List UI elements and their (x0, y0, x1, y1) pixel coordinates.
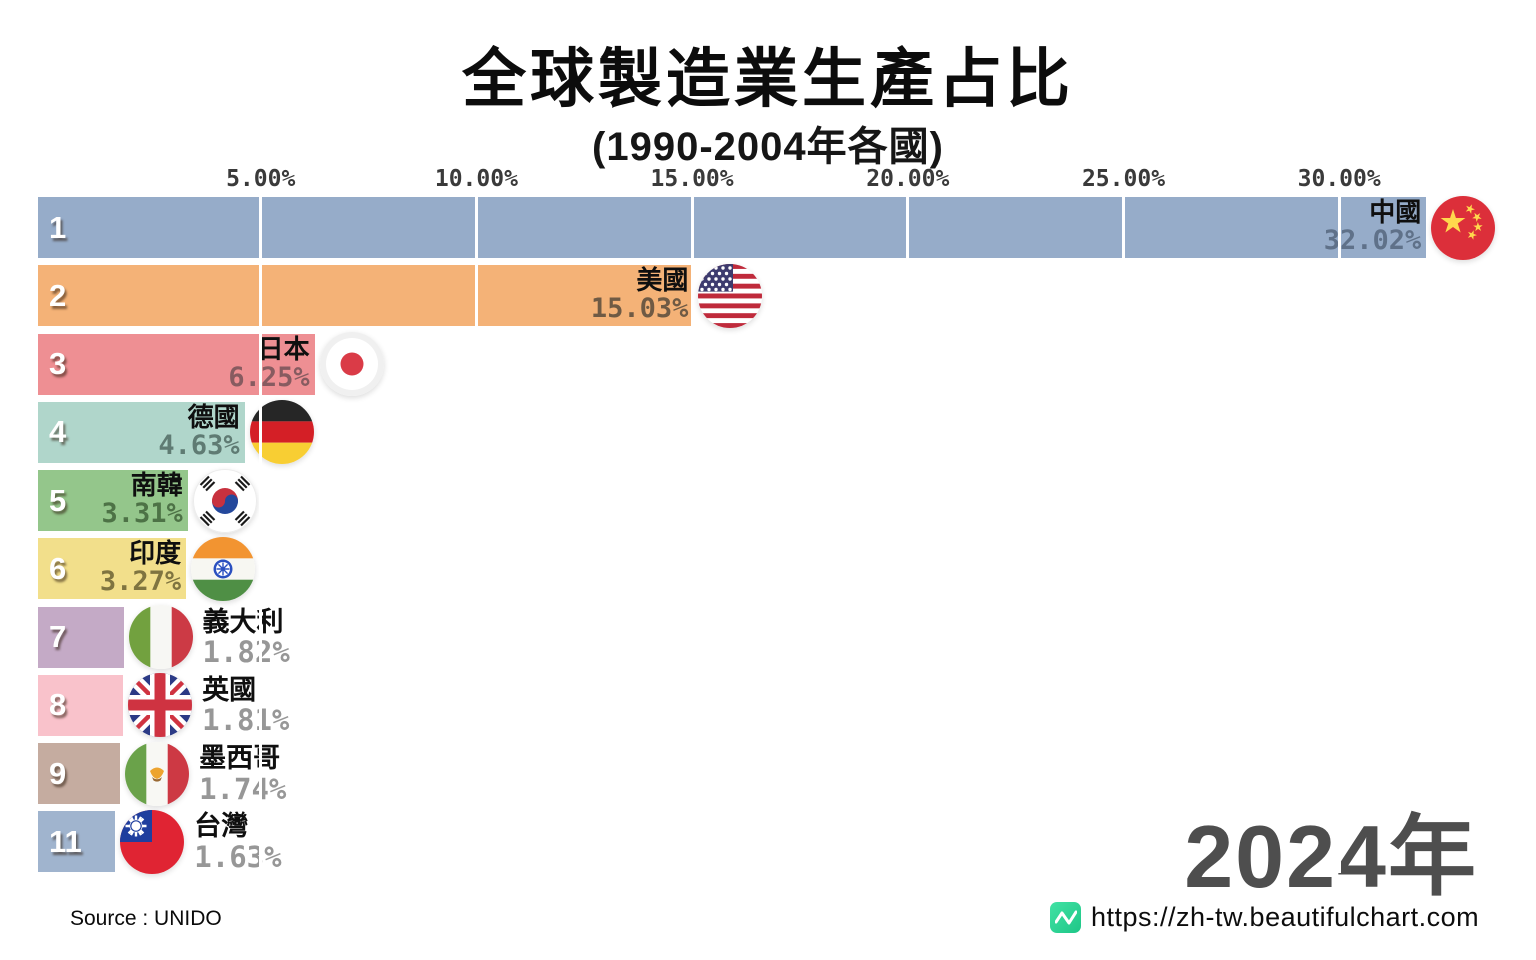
flag-taiwan-icon (120, 809, 185, 874)
bar-label-group: 印度 3.27% (100, 539, 181, 596)
bar-row-taiwan: 11 (0, 809, 1536, 874)
gridline (906, 197, 910, 873)
rank-label: 9 (49, 755, 67, 791)
bar-row-uk: 8 (0, 673, 1536, 738)
bar-mexico: 9 (38, 743, 121, 804)
flag-italy-icon (128, 605, 193, 669)
axis-tick-label: 10.00% (434, 166, 518, 192)
country-name: 英國 (202, 674, 257, 705)
country-name: 義大利 (202, 606, 284, 637)
bar-label-group: 南韓 3.31% (102, 471, 183, 528)
bar-italy: 7 (38, 606, 124, 668)
flag-south-korea-icon (192, 468, 257, 533)
bar-label-group: 德國 4.63% (158, 403, 239, 460)
rank-label: 3 (49, 346, 67, 381)
bar-label-group: 日本 6.25% (228, 333, 310, 393)
chart-subtitle: (1990-2004年各國) (592, 125, 944, 169)
country-value: 1.63% (194, 839, 282, 874)
gridline (1122, 197, 1125, 873)
axis-tick-label: 30.00% (1297, 166, 1381, 192)
gridline (1337, 197, 1341, 873)
country-value: 1.74% (199, 771, 287, 806)
bar-row-china: 1 中國 32.02% (0, 195, 1536, 260)
rank-label: 5 (49, 482, 67, 518)
country-value: 3.27% (99, 566, 182, 598)
bar-south-korea: 5 南韓 3.31% (38, 470, 188, 531)
country-name: 美國 (636, 265, 689, 296)
bar-label-group: 美國 15.03% (591, 266, 689, 323)
axis-tick-label: 15.00% (650, 166, 734, 192)
gridline (259, 197, 263, 873)
country-name: 日本 (257, 333, 310, 364)
bar-row-india: 6 印度 3.27% (0, 536, 1536, 601)
bar-row-south-korea: 5 南韓 3.31% (0, 468, 1536, 533)
flag-mexico-icon (125, 741, 190, 806)
country-name: 南韓 (130, 470, 183, 500)
bar-row-germany: 4 德國 4.63% (0, 400, 1536, 465)
gridline (690, 197, 694, 873)
flag-uk-icon (128, 673, 193, 738)
country-name: 德國 (187, 401, 240, 432)
bar-label-group: 墨西哥 1.74% (199, 743, 287, 806)
bar-label-group: 義大利 1.82% (202, 606, 290, 670)
country-value: 1.82% (202, 635, 290, 670)
country-value: 1.81% (202, 703, 290, 738)
bar-japan: 3 日本 6.25% (38, 333, 315, 395)
bar-row-italy: 7 義大利 1.82% (0, 605, 1536, 670)
country-name: 墨西哥 (199, 743, 281, 773)
bar-label-group: 英國 1.81% (202, 674, 290, 738)
country-name: 中國 (1369, 197, 1422, 227)
rank-label: 2 (49, 277, 67, 313)
country-value: 3.31% (101, 498, 183, 530)
bar-label-group: 台灣 1.63% (194, 812, 281, 874)
rank-label: 4 (49, 414, 67, 450)
country-value: 15.03% (590, 293, 689, 325)
rank-label: 7 (49, 619, 67, 654)
bar-germany: 4 德國 4.63% (38, 401, 245, 463)
flag-germany-icon (249, 400, 314, 465)
bar-taiwan: 11 (38, 811, 116, 873)
current-year-label: 2024年 (1184, 807, 1478, 906)
bar-india: 6 印度 3.27% (38, 538, 187, 600)
source-label: Source : UNIDO (70, 907, 222, 930)
flag-usa-icon (698, 263, 763, 328)
bar-china: 1 中國 32.02% (38, 197, 1427, 258)
site-url[interactable]: https://zh-tw.beautifulchart.com (1091, 902, 1480, 932)
country-value: 6.25% (228, 361, 310, 393)
axis-tick-label: 20.00% (866, 166, 950, 192)
axis-tick-label: 25.00% (1081, 166, 1166, 192)
flag-china-icon (1431, 195, 1496, 260)
rank-label: 6 (49, 550, 67, 586)
bar-uk: 8 (38, 674, 124, 736)
country-name: 印度 (129, 538, 182, 569)
country-value: 4.63% (158, 429, 240, 461)
chart-logo-icon (1050, 902, 1081, 933)
bar-row-japan: 3 日本 6.25% (0, 332, 1536, 396)
flag-japan-icon (319, 332, 384, 396)
bar-usa: 2 美國 15.03% (38, 265, 694, 327)
country-name: 台灣 (194, 811, 249, 842)
chart-title: 全球製造業生產占比 (462, 43, 1074, 115)
axis-tick-label: 5.00% (226, 166, 296, 192)
rank-label: 1 (49, 209, 67, 245)
rank-label: 11 (49, 823, 82, 859)
flag-india-icon (191, 536, 256, 601)
bar-row-usa: 2 美國 15.03% (0, 263, 1536, 328)
gridline (474, 197, 478, 873)
bar-row-mexico: 9 墨西哥 1.74% (0, 741, 1536, 806)
rank-label: 8 (49, 687, 67, 723)
site-credit: https://zh-tw.beautifulchart.com (1050, 902, 1479, 933)
